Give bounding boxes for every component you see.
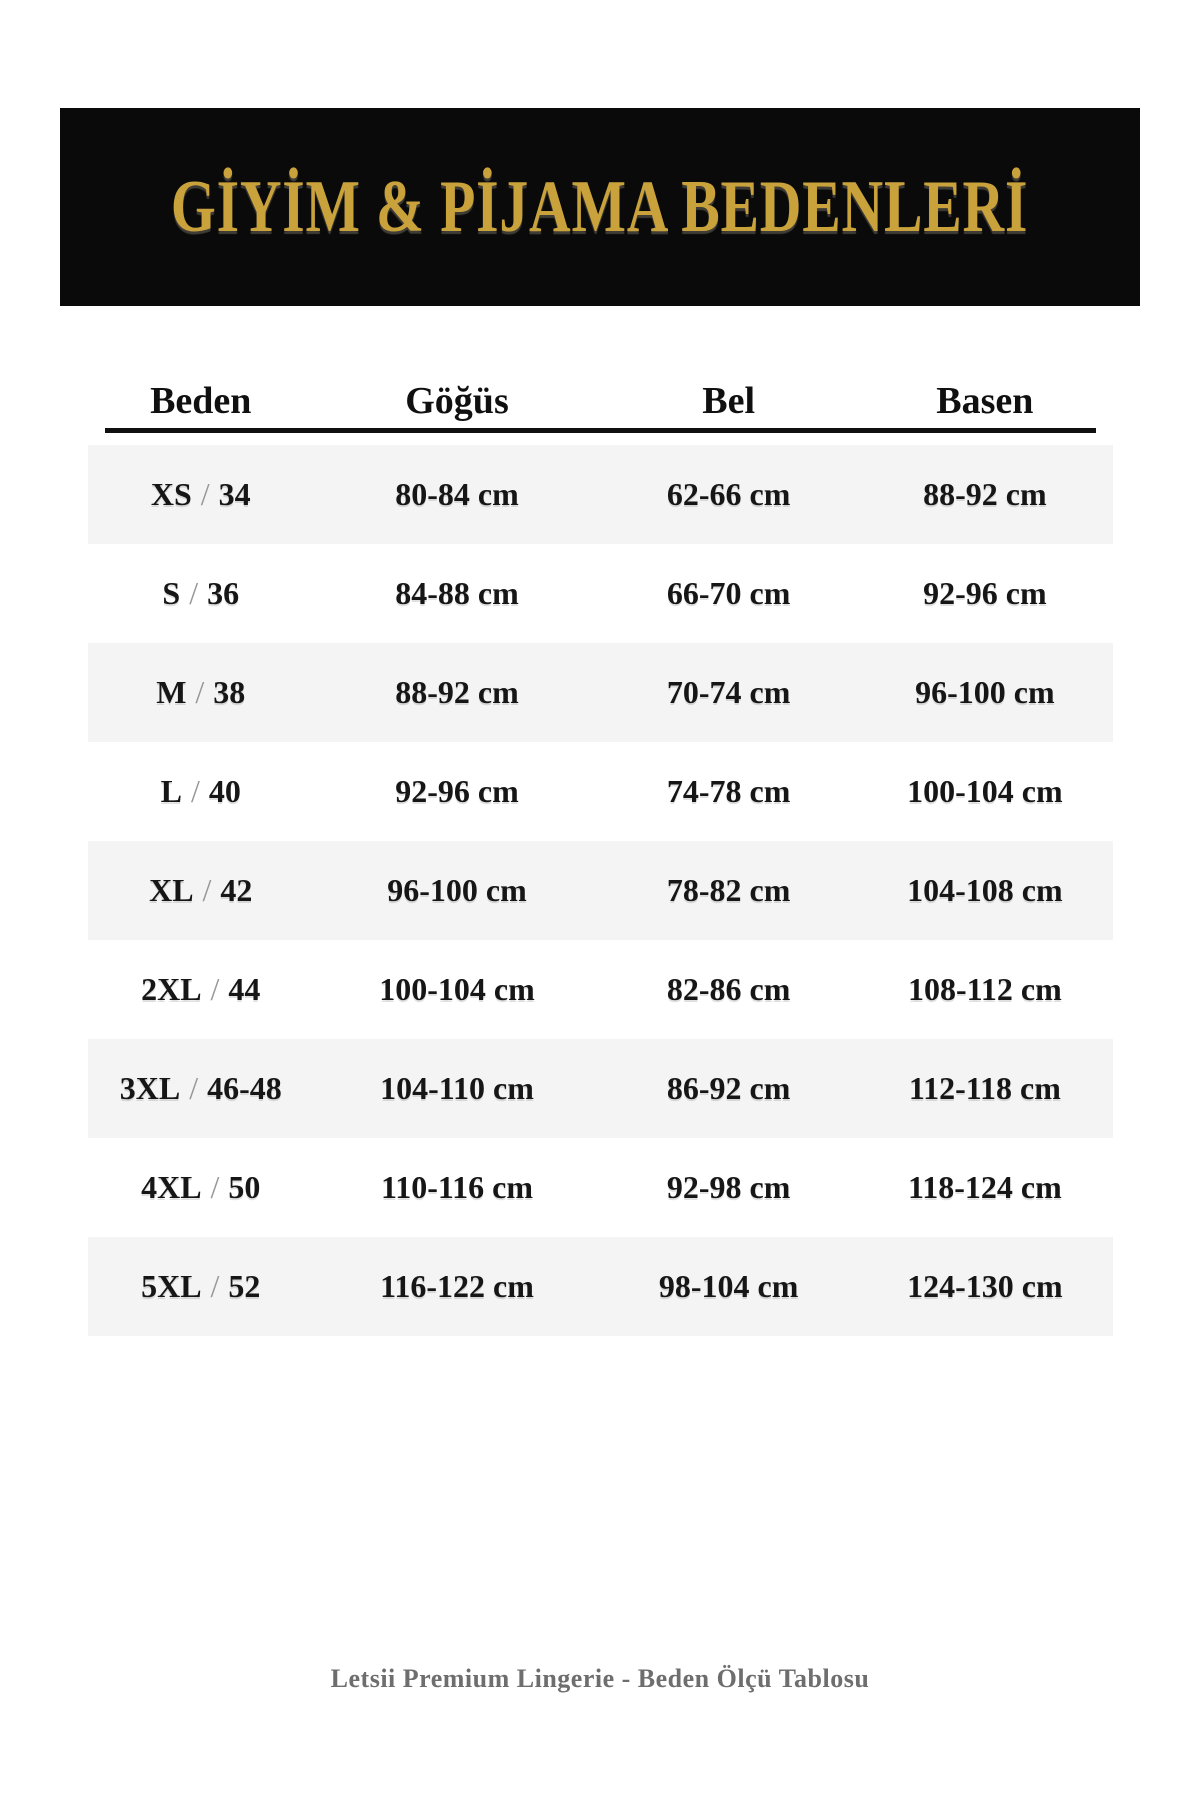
column-header-gogus: Göğüs bbox=[405, 380, 509, 422]
waist-cell: 74-78 cm bbox=[666, 773, 791, 809]
waist-cell: 92-98 cm bbox=[666, 1169, 791, 1205]
waist-cell: 62-66 cm bbox=[666, 476, 791, 512]
table-row-s: S/36 84-88 cm 66-70 cm 92-96 cm bbox=[88, 544, 1113, 643]
table-row-5xl: 5XL/52 116-122 cm 98-104 cm 124-130 cm bbox=[88, 1237, 1113, 1336]
hips-cell: 112-118 cm bbox=[908, 1070, 1061, 1106]
table-row-xl: XL/42 96-100 cm 78-82 cm 104-108 cm bbox=[88, 841, 1113, 940]
waist-cell: 86-92 cm bbox=[666, 1070, 791, 1106]
size-separator: / bbox=[190, 773, 200, 809]
size-label: 5XL bbox=[141, 1268, 202, 1304]
hips-cell: 104-108 cm bbox=[907, 872, 1063, 908]
size-label: L bbox=[160, 773, 182, 809]
hips-cell: 96-100 cm bbox=[915, 674, 1055, 710]
page-title: GİYİM & PİJAMA BEDENLERİ bbox=[171, 165, 1029, 248]
size-label: 3XL bbox=[119, 1070, 181, 1106]
eu-size-label: 38 bbox=[213, 674, 246, 710]
table-row-xs: XS/34 80-84 cm 62-66 cm 88-92 cm bbox=[88, 445, 1113, 544]
size-separator: / bbox=[210, 1268, 220, 1304]
size-label: XS bbox=[150, 476, 192, 512]
table-row-m: M/38 88-92 cm 70-74 cm 96-100 cm bbox=[88, 643, 1113, 742]
eu-size-label: 44 bbox=[228, 971, 261, 1007]
table-row-3xl: 3XL/46-48 104-110 cm 86-92 cm 112-118 cm bbox=[88, 1039, 1113, 1138]
waist-cell: 82-86 cm bbox=[666, 971, 791, 1007]
column-header-basen: Basen bbox=[936, 380, 1034, 422]
chest-cell: 80-84 cm bbox=[395, 476, 519, 512]
hips-cell: 92-96 cm bbox=[923, 575, 1047, 611]
size-label: 2XL bbox=[141, 971, 202, 1007]
table-row-4xl: 4XL/50 110-116 cm 92-98 cm 118-124 cm bbox=[88, 1138, 1113, 1237]
table-row-2xl: 2XL/44 100-104 cm 82-86 cm 108-112 cm bbox=[88, 940, 1113, 1039]
table-header-row: Beden Göğüs Bel Basen bbox=[88, 380, 1113, 422]
size-label: M bbox=[156, 674, 187, 710]
size-cell: 2XL/44 bbox=[88, 971, 314, 1008]
hips-cell: 124-130 cm bbox=[907, 1268, 1063, 1304]
size-cell: L/40 bbox=[88, 773, 314, 810]
waist-cell: 78-82 cm bbox=[666, 872, 791, 908]
size-separator: / bbox=[189, 575, 199, 611]
eu-size-label: 36 bbox=[207, 575, 240, 611]
size-separator: / bbox=[210, 971, 220, 1007]
chest-cell: 100-104 cm bbox=[379, 971, 535, 1007]
hips-cell: 100-104 cm bbox=[907, 773, 1063, 809]
table-row-l: L/40 92-96 cm 74-78 cm 100-104 cm bbox=[88, 742, 1113, 841]
waist-cell: 98-104 cm bbox=[658, 1268, 799, 1304]
header-rule bbox=[105, 428, 1096, 433]
chest-cell: 96-100 cm bbox=[387, 872, 527, 908]
footer-note: Letsii Premium Lingerie - Beden Ölçü Tab… bbox=[330, 1664, 870, 1693]
size-cell: XL/42 bbox=[88, 872, 314, 909]
table-body: XS/34 80-84 cm 62-66 cm 88-92 cm S/36 84… bbox=[88, 445, 1113, 1336]
size-label: 4XL bbox=[141, 1169, 202, 1205]
chest-cell: 104-110 cm bbox=[380, 1070, 534, 1106]
size-cell: S/36 bbox=[88, 575, 314, 612]
hips-cell: 118-124 cm bbox=[908, 1169, 1062, 1205]
size-cell: M/38 bbox=[88, 674, 314, 711]
column-header-beden: Beden bbox=[150, 380, 252, 422]
size-table: Beden Göğüs Bel Basen XS/34 80-84 cm 62-… bbox=[88, 380, 1113, 1336]
eu-size-label: 42 bbox=[220, 872, 253, 908]
size-separator: / bbox=[202, 872, 212, 908]
column-header-bel: Bel bbox=[702, 380, 756, 422]
hips-cell: 88-92 cm bbox=[923, 476, 1047, 512]
size-separator: / bbox=[189, 1070, 199, 1106]
size-cell: 4XL/50 bbox=[88, 1169, 314, 1206]
chest-cell: 110-116 cm bbox=[381, 1169, 533, 1205]
chest-cell: 88-92 cm bbox=[395, 674, 519, 710]
size-label: XL bbox=[149, 872, 194, 908]
eu-size-label: 50 bbox=[228, 1169, 261, 1205]
size-cell: 5XL/52 bbox=[88, 1268, 314, 1305]
eu-size-label: 46-48 bbox=[207, 1070, 282, 1106]
chest-cell: 116-122 cm bbox=[380, 1268, 534, 1304]
size-label: S bbox=[162, 575, 181, 611]
hips-cell: 108-112 cm bbox=[908, 971, 1062, 1007]
header-banner: GİYİM & PİJAMA BEDENLERİ bbox=[60, 108, 1140, 306]
eu-size-label: 40 bbox=[208, 773, 241, 809]
eu-size-label: 52 bbox=[228, 1268, 261, 1304]
size-cell: 3XL/46-48 bbox=[88, 1070, 314, 1107]
size-separator: / bbox=[200, 476, 210, 512]
size-separator: / bbox=[195, 674, 205, 710]
chest-cell: 92-96 cm bbox=[395, 773, 519, 809]
eu-size-label: 34 bbox=[218, 476, 251, 512]
chest-cell: 84-88 cm bbox=[395, 575, 519, 611]
size-cell: XS/34 bbox=[88, 476, 314, 513]
waist-cell: 70-74 cm bbox=[666, 674, 791, 710]
size-separator: / bbox=[210, 1169, 220, 1205]
waist-cell: 66-70 cm bbox=[666, 575, 791, 611]
